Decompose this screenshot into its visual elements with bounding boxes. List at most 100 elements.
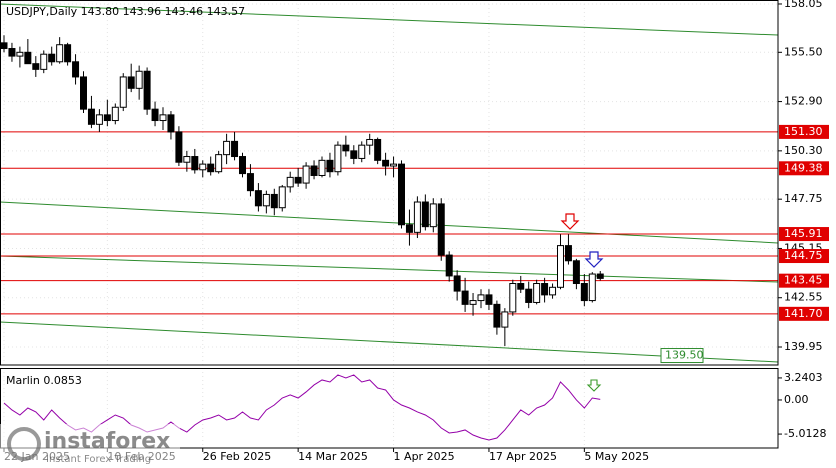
candle-body	[342, 144, 350, 152]
candle-body	[421, 201, 429, 228]
candle-body	[509, 283, 517, 313]
candle-body	[390, 163, 398, 167]
candle-body	[541, 283, 549, 296]
candle-body	[103, 114, 111, 122]
trend-line	[0, 321, 779, 363]
candle-body	[294, 176, 302, 184]
y-tick-label: 0.00	[784, 393, 809, 406]
candle-body	[175, 131, 183, 163]
candle-body	[262, 193, 270, 207]
y-tick-label: 155.50	[784, 45, 823, 58]
candle-body	[254, 190, 262, 207]
candle-body	[493, 303, 501, 328]
candle-body	[48, 53, 56, 63]
signal-arrow	[586, 379, 602, 392]
candle-body	[382, 159, 390, 167]
y-tick-label: 142.55	[784, 291, 823, 304]
level-label: 144.75	[784, 249, 823, 262]
candle-body	[405, 224, 413, 233]
candle-body	[16, 51, 24, 57]
candle-body	[0, 42, 8, 50]
candle-body	[8, 48, 16, 57]
candle-body	[159, 114, 167, 122]
candle-body	[525, 288, 533, 303]
candle-body	[461, 290, 469, 305]
level-label-box	[779, 249, 829, 264]
trend-line	[0, 255, 779, 283]
sell-arrow	[584, 251, 604, 268]
candle-body	[135, 70, 143, 89]
candle-body	[215, 154, 223, 173]
candle-body	[564, 245, 572, 262]
candle-body	[485, 294, 493, 305]
indicator-panel-border	[0, 368, 779, 449]
trend-line	[0, 3, 779, 36]
indicator-line	[3, 374, 601, 441]
candle-body	[87, 108, 95, 125]
candle-body	[143, 70, 151, 110]
logo-tagline: Instant Forex Trading	[46, 454, 151, 465]
sell-arrow	[560, 213, 580, 230]
level-label: 145.91	[784, 227, 823, 240]
candle-body	[549, 286, 557, 296]
y-tick-label: 147.75	[784, 192, 823, 205]
candle-body	[429, 203, 437, 228]
candle-body	[223, 140, 231, 156]
level-label-box	[779, 124, 829, 139]
candle-body	[310, 165, 318, 176]
candle-body	[207, 163, 215, 173]
logo-name: instaforex	[44, 429, 170, 454]
level-label: 149.38	[784, 161, 823, 174]
x-tick-label: 17 Apr 2025	[489, 450, 557, 463]
candle-body	[588, 273, 596, 302]
level-label-box	[779, 161, 829, 176]
annotation-box	[660, 348, 704, 364]
candle-body	[533, 283, 541, 303]
candle-body	[32, 63, 40, 70]
candle-body	[239, 156, 246, 175]
candle-body	[557, 245, 564, 288]
candle-body	[398, 163, 405, 226]
y-tick-label: 139.95	[784, 340, 823, 353]
candle-body	[24, 51, 32, 65]
candle-body	[270, 193, 278, 209]
level-label: 143.45	[784, 274, 823, 287]
indicator-label: Marlin 0.0853	[6, 374, 82, 387]
level-label: 151.30	[784, 125, 823, 138]
indicator-name: Marlin	[6, 374, 40, 387]
candle-body	[278, 186, 286, 209]
level-label-box	[779, 306, 829, 321]
candle-body	[183, 156, 191, 163]
candle-body	[246, 173, 254, 192]
logo-icon	[7, 427, 41, 461]
candle-body	[127, 76, 135, 89]
x-tick-label: 26 Feb 2025	[203, 450, 271, 463]
indicator-value: 0.0853	[43, 374, 82, 387]
candle-body	[151, 108, 159, 122]
candle-body	[374, 138, 382, 161]
candle-body	[358, 144, 366, 159]
candle-body	[231, 140, 239, 158]
candle-body	[445, 254, 453, 277]
candle-body	[318, 159, 326, 176]
candle-body	[517, 283, 525, 290]
candle-body	[350, 150, 358, 159]
candle-body	[572, 260, 580, 285]
candle-body	[167, 114, 175, 133]
logo: instaforex Instant Forex Trading	[0, 424, 180, 468]
candle-body	[469, 300, 477, 305]
x-tick-label: 14 Mar 2025	[298, 450, 368, 463]
candle-body	[191, 156, 199, 171]
candle-body	[199, 163, 207, 171]
candle-body	[64, 44, 72, 63]
signal-arrows	[560, 213, 604, 392]
candle-body	[580, 283, 588, 302]
y-tick-label: -5.0128	[784, 427, 826, 440]
y-tick-label: 150.30	[784, 144, 823, 157]
candle-body	[477, 294, 485, 302]
y-tick-label: 3.2403	[784, 371, 823, 384]
candle-body	[437, 203, 445, 256]
level-label-box	[779, 273, 829, 288]
candle-body	[453, 275, 461, 292]
